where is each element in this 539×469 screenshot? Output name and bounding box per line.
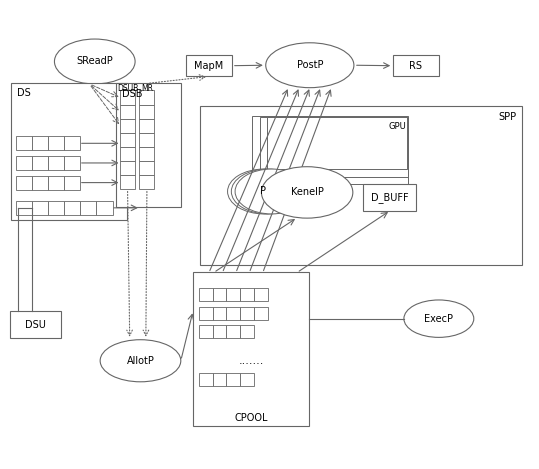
Bar [226, 307, 240, 319]
Bar [226, 288, 240, 301]
Bar [32, 175, 48, 189]
Ellipse shape [404, 300, 474, 337]
Bar [140, 105, 155, 119]
Ellipse shape [235, 169, 308, 214]
Bar [140, 133, 155, 147]
Ellipse shape [227, 169, 301, 214]
Bar [240, 373, 254, 386]
Bar [254, 307, 268, 319]
Text: DSUB: DSUB [117, 83, 138, 93]
Bar [120, 105, 135, 119]
Bar [120, 160, 135, 174]
Bar [96, 201, 113, 215]
Text: P: P [259, 187, 266, 197]
Text: DSU: DSU [25, 320, 46, 330]
Text: D_BUFF: D_BUFF [371, 192, 408, 203]
Bar [140, 119, 155, 133]
Bar [64, 156, 80, 170]
Bar [198, 373, 212, 386]
Ellipse shape [231, 169, 305, 214]
Ellipse shape [261, 166, 353, 218]
Text: AllotP: AllotP [127, 356, 154, 366]
Bar [120, 119, 135, 133]
Text: DSB: DSB [122, 89, 142, 99]
Bar [226, 325, 240, 338]
Bar [32, 136, 48, 151]
Bar [80, 201, 96, 215]
Bar [16, 175, 32, 189]
Text: DS: DS [17, 88, 31, 98]
Bar [64, 201, 80, 215]
Bar [254, 288, 268, 301]
Text: CPOOL: CPOOL [234, 413, 268, 423]
Bar [140, 160, 155, 174]
Bar [64, 175, 80, 189]
Bar [226, 373, 240, 386]
Ellipse shape [266, 43, 354, 88]
Bar [16, 136, 32, 151]
Bar [140, 174, 155, 189]
Bar [212, 325, 226, 338]
Bar [198, 288, 212, 301]
Bar [212, 288, 226, 301]
Text: GPU: GPU [389, 122, 407, 131]
Bar [120, 133, 135, 147]
Text: KenelP: KenelP [291, 188, 323, 197]
Text: RS: RS [410, 61, 423, 71]
Bar [267, 117, 407, 169]
Bar [48, 201, 64, 215]
Bar [16, 156, 32, 170]
Bar [198, 325, 212, 338]
Text: GPU: GPU [389, 122, 406, 131]
Bar [212, 307, 226, 319]
Bar [120, 174, 135, 189]
Text: .......: ....... [238, 356, 264, 366]
Bar [32, 201, 48, 215]
Bar [10, 311, 61, 338]
Bar [198, 307, 212, 319]
Ellipse shape [100, 340, 181, 382]
Bar [240, 325, 254, 338]
Bar [11, 83, 127, 220]
Bar [140, 147, 155, 160]
Text: GPU: GPU [388, 122, 406, 131]
Bar [240, 307, 254, 319]
Bar [252, 116, 408, 184]
Text: MapM: MapM [195, 61, 224, 71]
Text: PostP: PostP [296, 60, 323, 70]
Bar [16, 201, 32, 215]
Bar [48, 156, 64, 170]
Bar [32, 156, 48, 170]
Bar [140, 91, 155, 105]
Text: SPP: SPP [499, 112, 517, 121]
Bar [212, 373, 226, 386]
Bar [186, 55, 232, 76]
Bar [260, 117, 407, 176]
Bar [120, 147, 135, 160]
Text: MR: MR [141, 83, 153, 93]
Bar [48, 136, 64, 151]
Bar [116, 83, 181, 207]
Bar [199, 106, 522, 265]
Bar [193, 272, 309, 426]
Bar [48, 175, 64, 189]
Bar [393, 55, 439, 76]
Text: ExecP: ExecP [424, 314, 453, 324]
Text: SReadP: SReadP [77, 56, 113, 67]
Bar [64, 136, 80, 151]
Bar [240, 288, 254, 301]
Ellipse shape [54, 39, 135, 84]
Bar [120, 91, 135, 105]
Bar [363, 184, 416, 211]
